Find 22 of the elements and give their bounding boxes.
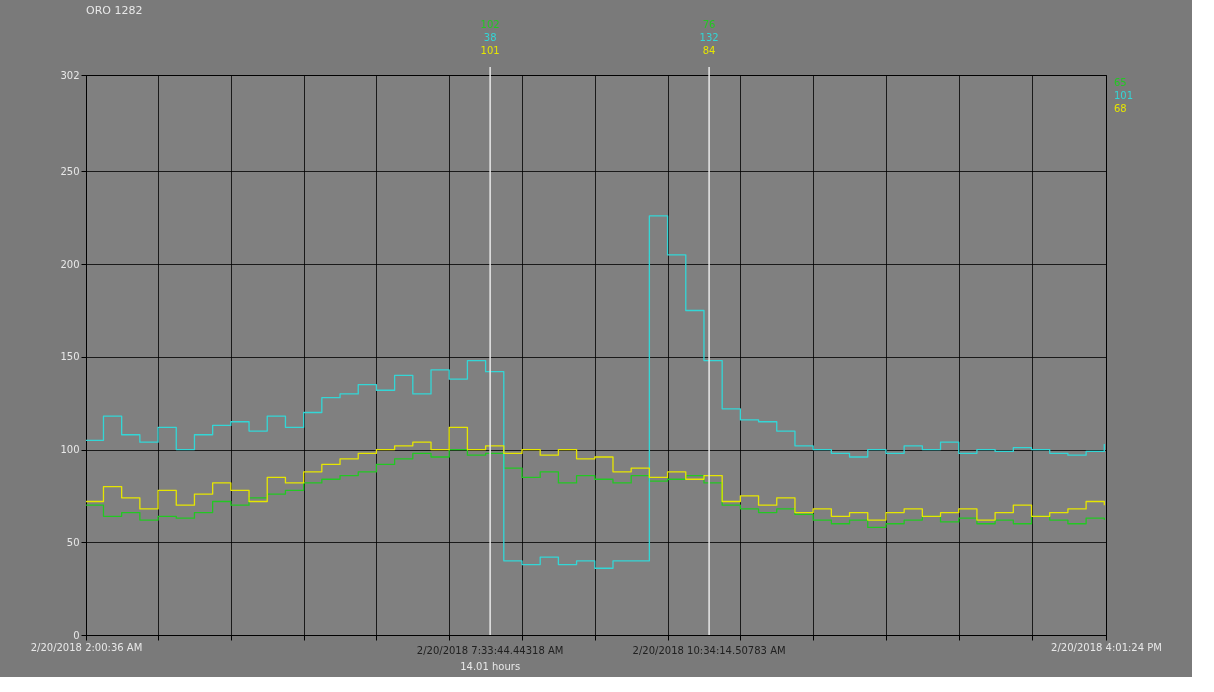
ref-line-label: 2/20/2018 7:33:44.44318 AM <box>416 645 564 656</box>
text: 101 <box>480 45 500 56</box>
y-tick-label: 302 <box>60 69 80 81</box>
y-tick-label: 0 <box>73 629 80 641</box>
text: 84 <box>702 45 716 56</box>
y-tick-label: 200 <box>60 258 80 270</box>
ref-line-label: 2/20/2018 10:34:14.50783 AM <box>632 645 786 656</box>
y-tick-label: 250 <box>60 165 80 177</box>
y-tick-label: 100 <box>60 444 80 456</box>
chart-title: ORO 1282 <box>86 4 143 17</box>
x-tick-label: 2/20/2018 4:01:24 PM <box>1051 641 1162 653</box>
text: 68 <box>1114 103 1127 114</box>
text: 101 <box>1114 90 1134 101</box>
text: 14.01 hours <box>460 661 521 672</box>
text: 102 <box>480 19 500 30</box>
text: 76 <box>702 19 716 30</box>
y-tick-label: 50 <box>66 536 80 548</box>
x-tick-label: 2/20/2018 2:00:36 AM <box>30 641 143 653</box>
y-tick-label: 150 <box>60 351 80 363</box>
text: 132 <box>699 32 719 43</box>
text: 65 <box>1114 77 1127 88</box>
text: 38 <box>483 32 497 43</box>
